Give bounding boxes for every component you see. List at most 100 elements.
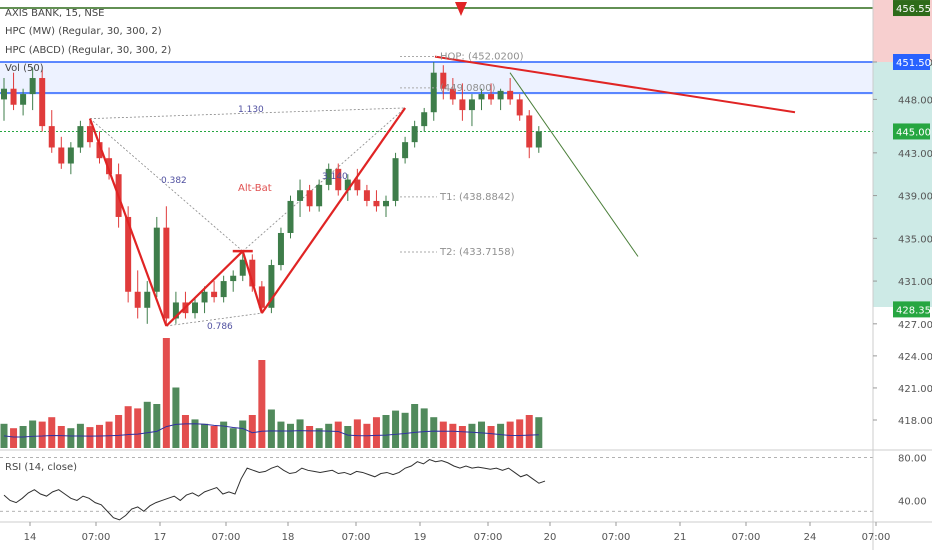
volume-bar — [134, 408, 142, 448]
y-tick-label: 421.00 — [898, 384, 932, 395]
volume-bar — [306, 426, 314, 448]
volume-bar — [162, 338, 170, 448]
volume-bar — [172, 387, 180, 448]
candle-body — [411, 126, 418, 143]
x-tick-label: 07:00 — [862, 532, 891, 543]
indicator-mw-label: HPC (MW) (Regular, 30, 300, 2) — [5, 26, 162, 37]
candle-body — [392, 158, 399, 201]
target-label-0: HOP: (452.0200) — [440, 51, 524, 62]
candle-body — [449, 88, 456, 100]
price-label-box — [893, 0, 930, 17]
volume-label: Vol (50) — [5, 63, 44, 74]
ratio-line-xb — [89, 118, 244, 252]
y-tick-label: 435.00 — [898, 234, 932, 245]
pattern-leg-ab — [165, 250, 244, 327]
candle-body — [249, 259, 256, 287]
x-tick-label: 18 — [282, 532, 295, 543]
candle-body — [58, 147, 65, 164]
volume-bar — [57, 426, 65, 448]
candle-body — [239, 259, 246, 276]
volume-bar — [210, 426, 218, 448]
candle-body — [459, 99, 466, 111]
x-tick-label: 19 — [414, 532, 427, 543]
y-tick-label: 448.00 — [898, 95, 932, 106]
volume-bar — [353, 419, 361, 448]
candle-body — [526, 115, 533, 148]
volume-bar — [430, 417, 438, 448]
volume-bar — [267, 409, 275, 448]
volume-bar — [29, 420, 37, 448]
symbol-title: AXIS BANK, 15, NSE — [5, 8, 105, 19]
price-label-text: 428.35 — [896, 305, 931, 316]
candle-body — [230, 275, 237, 282]
candle-body — [144, 291, 151, 308]
volume-bar — [325, 423, 333, 448]
ratio-line-xd — [89, 107, 406, 120]
candle-body — [306, 190, 313, 207]
volume-bar — [439, 421, 447, 448]
x-tick-label: 07:00 — [474, 532, 503, 543]
candle-body — [106, 158, 113, 175]
volume-bar — [478, 421, 485, 448]
volume-bar — [287, 423, 294, 448]
pattern-leg-bc — [241, 250, 263, 314]
price-labels: 456.55 451.50 445.00 428.35 — [893, 0, 931, 318]
volume-bar — [201, 423, 209, 448]
y-tick-label: 431.00 — [898, 277, 932, 288]
volume-bar — [315, 428, 323, 448]
volume-bar — [449, 423, 457, 448]
candle-body — [77, 126, 84, 148]
x-tick-label: 07:00 — [342, 532, 371, 543]
candle-body — [516, 99, 523, 116]
x-axis-ticks: 14 07:00 17 07:00 18 07:00 19 07:00 20 07:00 21 07:… — [24, 522, 891, 543]
indicator-abcd-label: HPC (ABCD) (Regular, 30, 300, 2) — [5, 45, 172, 56]
candle-body — [421, 112, 428, 127]
candle-body — [39, 78, 46, 127]
ratio-line-ac — [166, 312, 262, 327]
candle-body — [67, 147, 74, 164]
volume-bar — [48, 417, 56, 448]
rsi-tick-label: 80.00 — [898, 453, 927, 464]
volume-bar — [411, 404, 419, 448]
volume-bar — [0, 423, 8, 448]
pattern-fill — [89, 107, 406, 327]
rsi-panel — [0, 457, 873, 521]
x-tick-label: 07:00 — [82, 532, 111, 543]
harmonic-pattern — [88, 55, 796, 327]
volume-bar — [248, 415, 256, 448]
candle-body — [478, 94, 485, 100]
candle-body — [163, 227, 170, 319]
volume-bar — [86, 427, 94, 448]
volume-bar — [497, 423, 505, 448]
candle-body — [86, 126, 93, 143]
candle-body — [192, 302, 198, 314]
volume-bar — [277, 421, 285, 448]
candle-body — [201, 291, 208, 303]
y-tick-label: 418.00 — [898, 416, 932, 427]
candle-body — [297, 190, 304, 201]
price-label-box — [893, 301, 930, 318]
volume-bar — [392, 410, 400, 448]
volume-bar — [296, 419, 304, 448]
y-tick-label: 443.00 — [898, 149, 932, 160]
candle-body — [468, 99, 475, 111]
candle-body — [48, 126, 55, 148]
volume-bar — [334, 421, 342, 448]
x-tick-label: 07:00 — [732, 532, 761, 543]
candle-body — [430, 72, 437, 113]
volume-bar — [382, 415, 390, 448]
candle-body — [1, 88, 7, 100]
price-label-text: 456.55 — [896, 4, 931, 15]
volume-bar — [258, 360, 266, 448]
candle-body — [20, 94, 27, 105]
volume-bar — [124, 406, 132, 448]
volume-bar — [153, 404, 161, 448]
candle-body — [316, 184, 323, 207]
pattern-ratio-label: 3.140 — [322, 172, 348, 182]
candle-body — [440, 72, 447, 89]
x-tick-label: 07:00 — [602, 532, 631, 543]
y-tick-label: 427.00 — [898, 320, 932, 331]
y-tick-label: 424.00 — [898, 352, 932, 363]
price-label-text: 445.00 — [896, 127, 931, 138]
